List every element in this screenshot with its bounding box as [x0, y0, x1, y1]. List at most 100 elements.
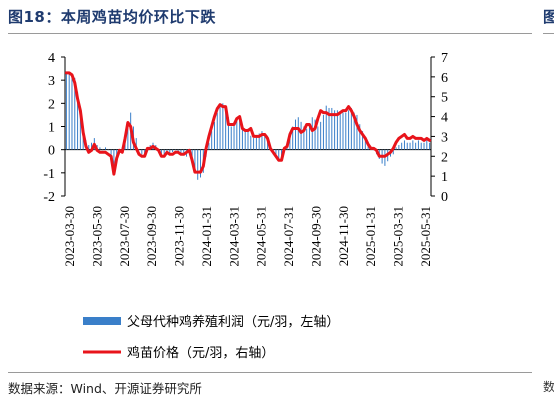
- next-figure-divider: [543, 33, 554, 34]
- profit-bar: [403, 140, 405, 150]
- x-tick-label: 2023-07-30: [117, 206, 132, 267]
- legend-label: 父母代种鸡养殖利润（元/羽，左轴）: [127, 314, 339, 330]
- profit-bar: [331, 107, 333, 150]
- left-axis-tick-label: 0: [48, 144, 55, 159]
- x-tick-label: 2025-01-31: [363, 206, 378, 267]
- profit-bar: [213, 121, 215, 150]
- profit-bar: [241, 128, 243, 150]
- profit-bar: [236, 119, 238, 150]
- profit-bar: [77, 91, 79, 150]
- profit-bar: [336, 110, 338, 150]
- profit-bar: [216, 112, 218, 150]
- profit-bar: [197, 149, 199, 180]
- profit-bar: [68, 73, 70, 150]
- profit-bar: [200, 149, 201, 178]
- profit-bar: [348, 110, 350, 150]
- left-axis-tick-label: 2: [48, 97, 55, 112]
- profit-bar: [244, 131, 246, 150]
- right-axis-tick-label: 3: [441, 130, 448, 145]
- next-figure-source-fragment: 数: [543, 380, 554, 394]
- profit-bar: [88, 145, 90, 150]
- profit-bar: [169, 149, 171, 155]
- profit-bar: [174, 149, 176, 151]
- profit-bar: [275, 149, 277, 157]
- profit-bar: [308, 124, 310, 150]
- right-axis-tick-label: 2: [441, 150, 448, 165]
- next-figure-title-fragment: 图: [543, 8, 554, 26]
- profit-bar: [415, 142, 417, 150]
- tick-labels: -2 -1 0 1 2 3 4 0 1 2 3 4 5 6 7 2023-03-30 2023-05-30 202…: [43, 51, 448, 267]
- profit-bar: [113, 149, 115, 169]
- profit-bar: [300, 121, 302, 150]
- profit-bar: [163, 149, 165, 157]
- legend-swatch-profit: [83, 317, 121, 325]
- x-tick-label: 2025-03-31: [391, 206, 406, 267]
- left-axis-tick-label: 3: [48, 74, 55, 89]
- profit-bar: [303, 126, 305, 150]
- profit-bar: [429, 142, 431, 150]
- right-axis-tick-label: 4: [441, 111, 448, 126]
- left-axis-tick-label: 4: [48, 51, 55, 66]
- profit-bar: [79, 107, 81, 150]
- profit-bar: [392, 149, 394, 155]
- profit-bar: [208, 142, 210, 150]
- profit-bar: [322, 114, 324, 150]
- profit-bar: [138, 149, 140, 151]
- profit-bar: [420, 142, 422, 150]
- x-tick-label: 2023-11-30: [172, 206, 187, 266]
- profit-bar: [417, 140, 419, 150]
- profit-bar: [74, 77, 76, 150]
- profit-bar: [317, 126, 319, 150]
- profit-bar: [107, 149, 109, 151]
- right-axis-tick-label: 7: [441, 51, 448, 66]
- profit-bar: [345, 112, 347, 150]
- profit-bar: [227, 117, 229, 150]
- profit-bar: [409, 142, 411, 150]
- profit-bar: [328, 107, 330, 150]
- x-tick-label: 2025-05-31: [418, 206, 433, 267]
- profit-bar: [398, 145, 400, 150]
- profit-bar: [116, 149, 118, 157]
- profit-bar: [406, 142, 408, 150]
- profit-bar: [297, 117, 299, 150]
- x-tick-label: 2024-07-31: [281, 206, 296, 267]
- profit-bar: [353, 112, 355, 150]
- price-line: [64, 71, 432, 176]
- profit-bar: [350, 107, 352, 150]
- profit-bar: [211, 131, 213, 150]
- profit-bar: [110, 149, 112, 157]
- profit-bar: [334, 110, 336, 150]
- profit-bar: [364, 138, 366, 150]
- profit-bar: [135, 138, 137, 150]
- combo-chart: -2 -1 0 1 2 3 4 0 1 2 3 4 5 6 7 2023-03-30 2023-05-30 202…: [43, 51, 448, 361]
- x-tick-label: 2024-09-30: [308, 206, 323, 267]
- profit-bar: [426, 140, 428, 150]
- profit-bar: [255, 135, 257, 150]
- profit-bar: [247, 128, 249, 150]
- profit-bar: [183, 149, 185, 155]
- profit-bars: [65, 73, 431, 180]
- profit-bar: [172, 149, 174, 152]
- chart-title: 图18：本周鸡苗均价环比下跌: [8, 8, 216, 26]
- profit-bar: [295, 119, 296, 150]
- profit-bar: [127, 121, 129, 150]
- profit-bar: [191, 149, 193, 159]
- profit-bar: [412, 140, 414, 150]
- legend: 父母代种鸡养殖利润（元/羽，左轴） 鸡苗价格（元/羽，右轴）: [83, 314, 339, 361]
- price-line-layer: [64, 71, 432, 176]
- profit-bar: [289, 133, 291, 150]
- x-tick-label: 2024-05-31: [254, 206, 269, 267]
- profit-bar: [367, 145, 369, 150]
- profit-bar: [325, 105, 327, 150]
- profit-bar: [194, 149, 196, 173]
- profit-bar: [342, 112, 344, 150]
- profit-bar: [261, 131, 263, 150]
- profit-bar: [180, 149, 182, 155]
- profit-bar: [219, 105, 221, 150]
- x-tick-label: 2023-03-30: [62, 206, 77, 267]
- profit-bar: [225, 105, 227, 150]
- profit-bar: [278, 149, 280, 159]
- title-divider: [8, 33, 532, 34]
- profit-bar: [222, 103, 224, 150]
- right-axis-tick-label: 0: [441, 190, 448, 205]
